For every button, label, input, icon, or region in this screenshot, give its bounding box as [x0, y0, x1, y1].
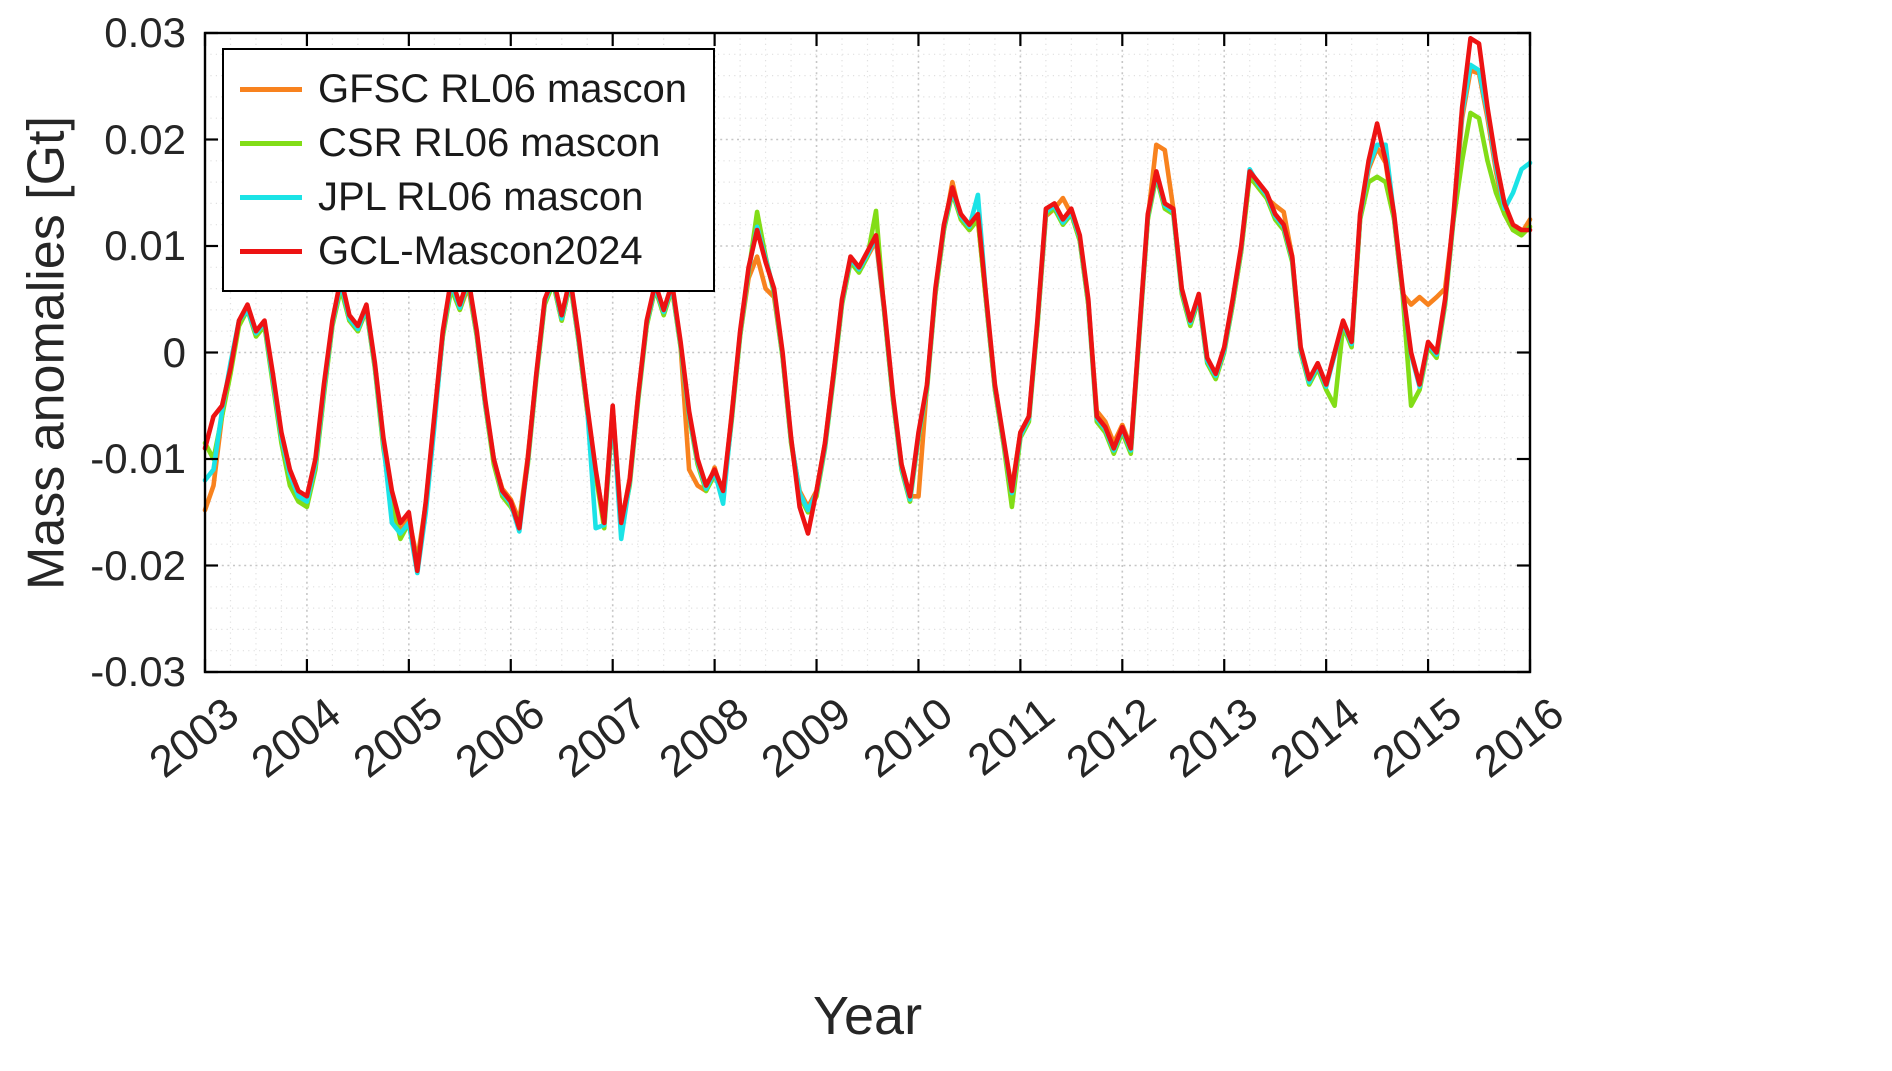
- legend: GFSC RL06 mascon CSR RL06 mascon JPL RL06 …: [222, 48, 716, 292]
- y-tick-label: -0.02: [90, 541, 186, 589]
- legend-label: CSR RL06 mascon: [318, 121, 661, 165]
- legend-label: GCL-Mascon2024: [318, 229, 643, 273]
- series-line-gcl-mascon2024: [202, 35, 1533, 574]
- legend-item: GFSC RL06 mascon: [240, 62, 687, 116]
- y-tick-label: 0.02: [104, 115, 186, 163]
- y-tick-label: -0.01: [90, 435, 186, 482]
- y-tick-label: 0.01: [104, 222, 186, 269]
- y-tick-label: 0.03: [104, 9, 186, 56]
- legend-item: JPL RL06 mascon: [240, 170, 687, 224]
- x-axis-title: Year: [812, 986, 923, 1046]
- y-tick-label: -0.03: [90, 648, 186, 695]
- legend-label: JPL RL06 mascon: [318, 175, 644, 219]
- legend-item: GCL-Mascon2024: [240, 224, 687, 278]
- y-tick-label: 0: [162, 328, 186, 376]
- legend-item: CSR RL06 mascon: [240, 116, 687, 170]
- legend-line-swatch: [240, 140, 302, 146]
- legend-line-swatch: [240, 86, 302, 92]
- legend-line-swatch: [240, 248, 302, 254]
- legend-line-swatch: [240, 194, 302, 200]
- legend-label: GFSC RL06 mascon: [318, 67, 688, 111]
